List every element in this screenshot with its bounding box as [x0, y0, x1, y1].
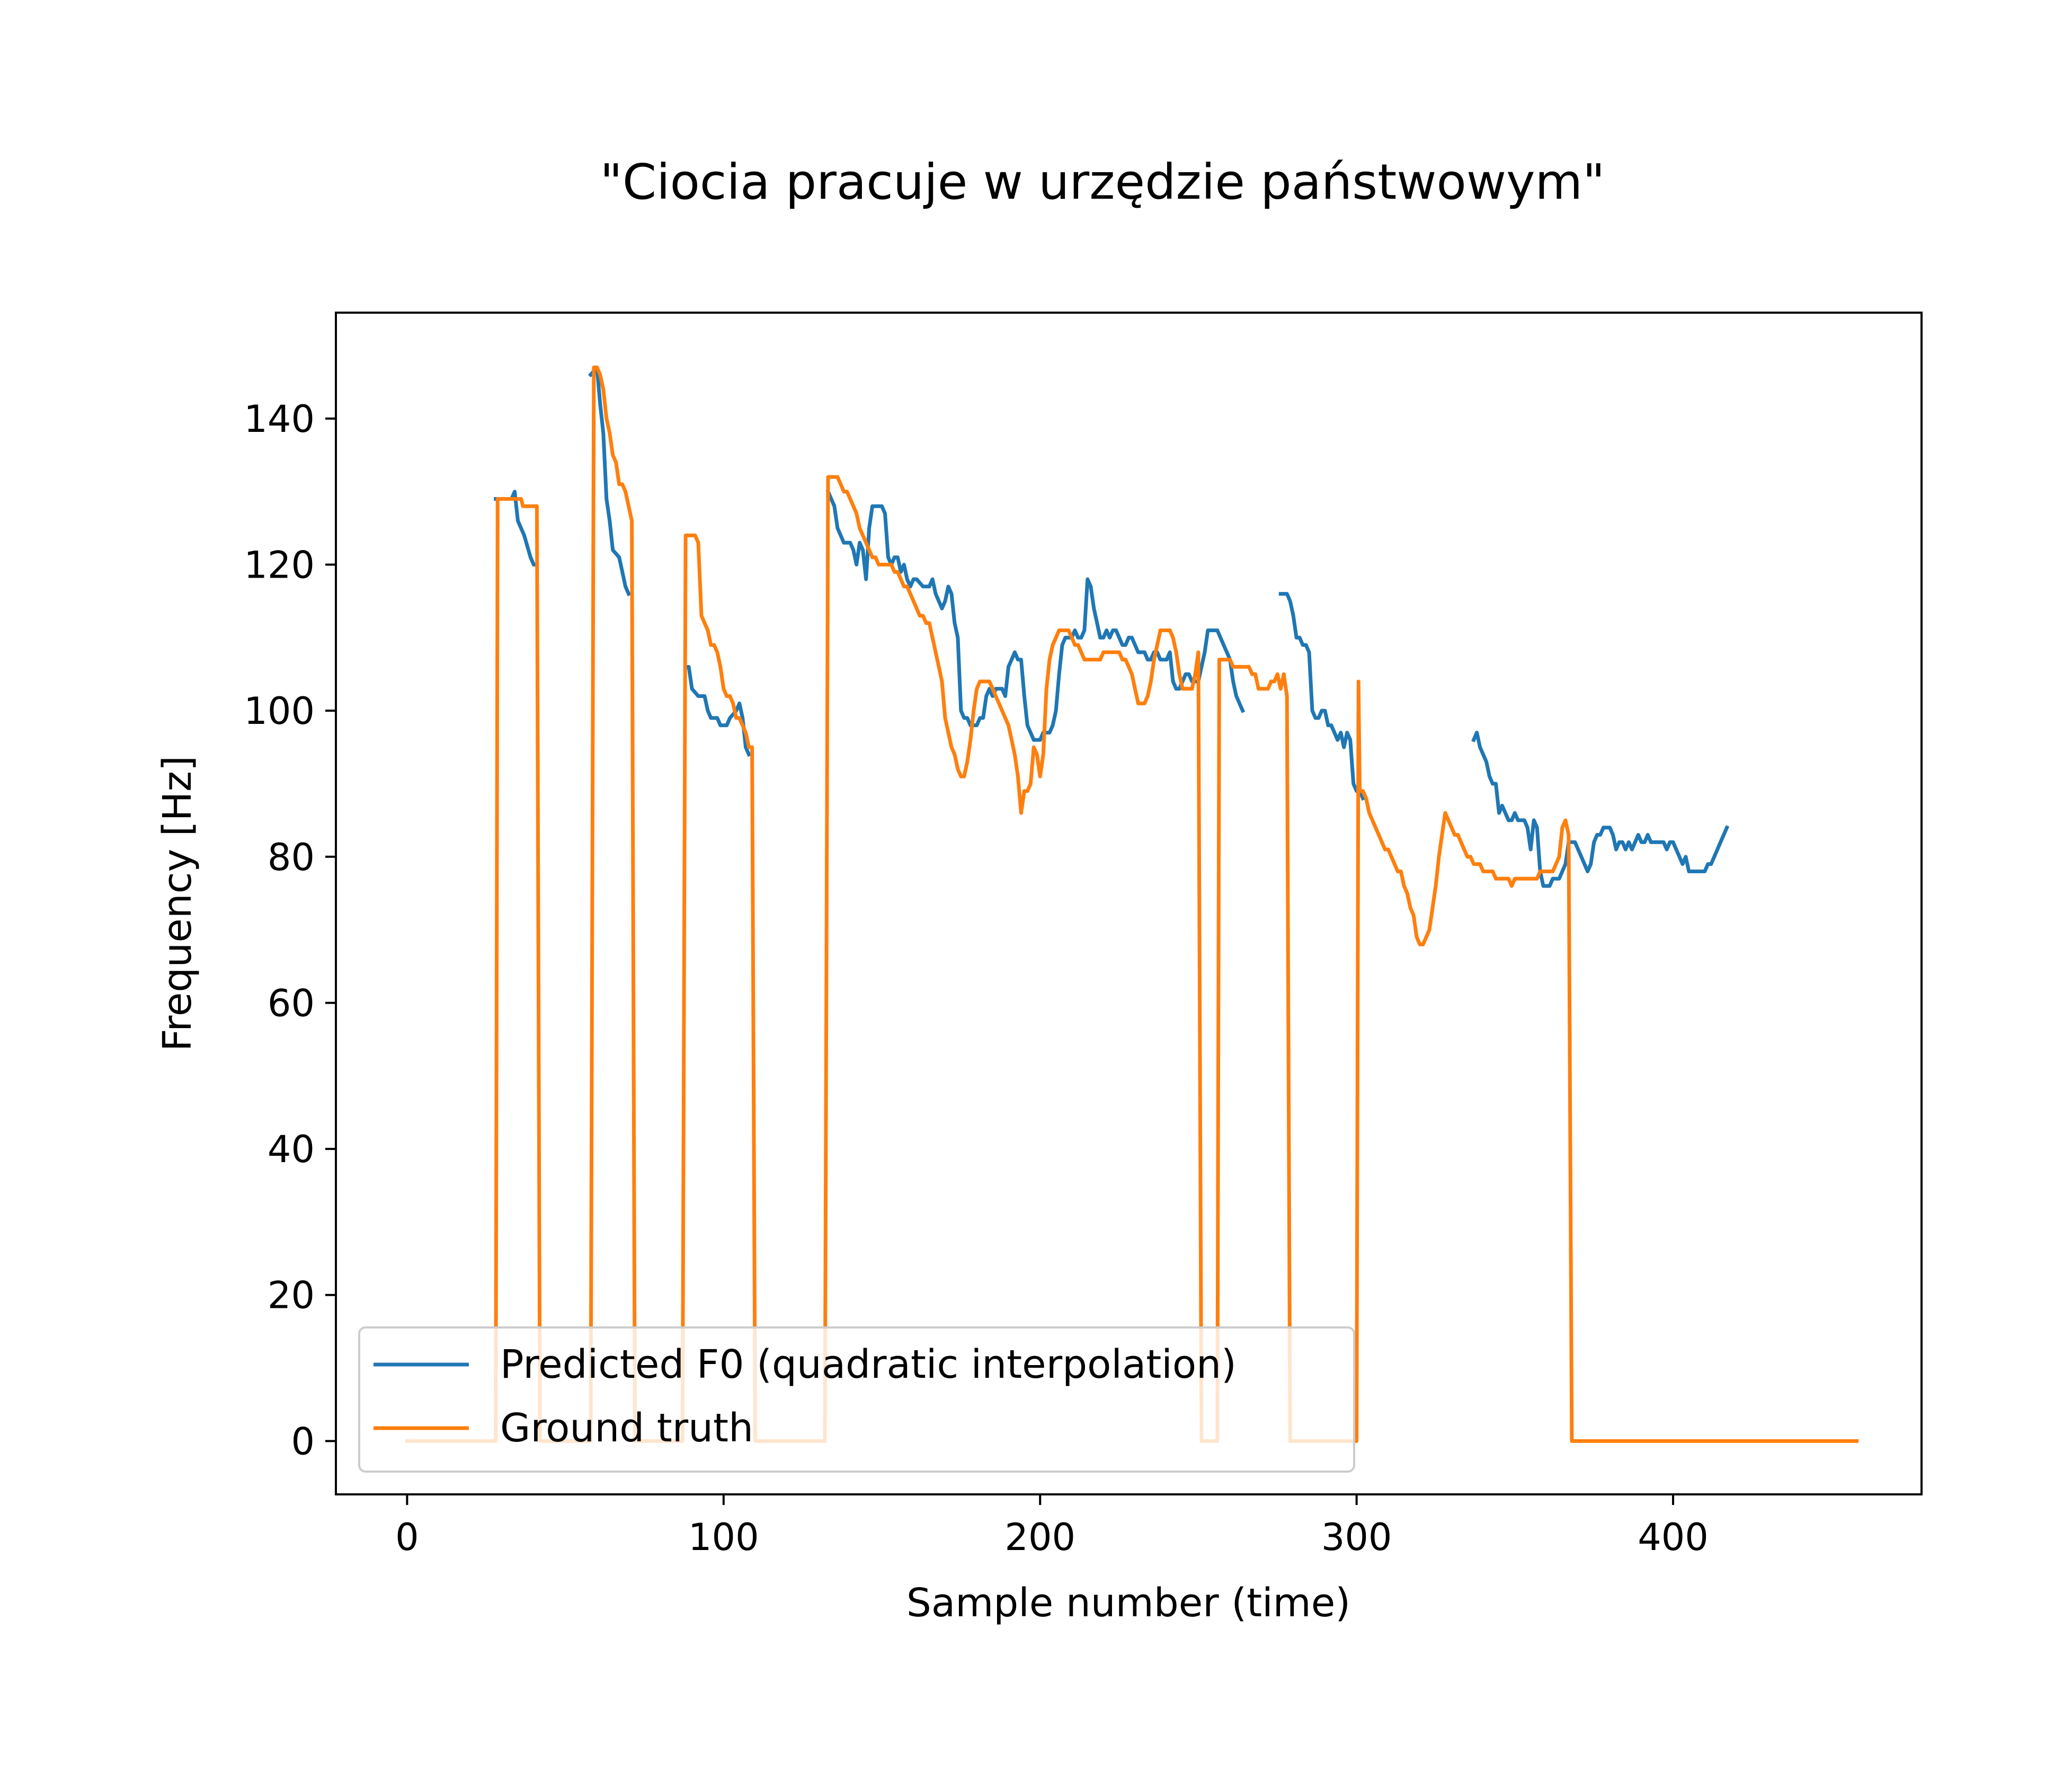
series-ground-truth-line: [405, 365, 1858, 1443]
y-tick-label: 80: [268, 836, 315, 879]
series-predicted-line-segment-3: [683, 665, 752, 757]
y-tick-label: 60: [268, 981, 315, 1025]
x-tick-label: 300: [1321, 1516, 1392, 1559]
legend-box: [358, 1326, 1355, 1473]
series-predicted-line-segment-5: [1278, 592, 1366, 801]
plot-area: 0 100 200 300 400 0 20 40 60 80 100 120 140: [244, 312, 1923, 1559]
y-tick-label: 120: [244, 543, 315, 587]
y-tick-label: 0: [291, 1420, 315, 1463]
y-axis: 0 20 40 60 80 100 120 140: [244, 397, 336, 1463]
x-tick-label: 400: [1638, 1516, 1709, 1559]
series-predicted-line-segment-2: [588, 365, 632, 597]
y-tick-label: 100: [244, 689, 315, 733]
legend-label-ground-truth: Ground truth: [500, 1405, 753, 1451]
x-axis: 0 100 200 300 400: [395, 1494, 1709, 1559]
plot-frame: [335, 312, 1923, 1495]
legend: Predicted F0 (quadratic interpolation) G…: [358, 1326, 1355, 1473]
legend-label-predicted: Predicted F0 (quadratic interpolation): [500, 1342, 1237, 1387]
series-layer: [405, 365, 1858, 1443]
x-axis-title: Sample number (time): [906, 1580, 1350, 1626]
chart-title: "Ciocia pracuje w urzędzie państwowym": [600, 154, 1605, 210]
y-tick-label: 140: [244, 397, 315, 441]
y-tick-label: 40: [268, 1128, 315, 1171]
y-axis-title: Frequency [Hz]: [155, 756, 200, 1051]
x-tick-label: 200: [1004, 1516, 1075, 1559]
series-predicted-line-segment-6: [1471, 731, 1730, 888]
y-tick-label: 20: [268, 1274, 315, 1317]
x-tick-label: 100: [688, 1516, 759, 1559]
x-tick-label: 0: [395, 1516, 419, 1559]
